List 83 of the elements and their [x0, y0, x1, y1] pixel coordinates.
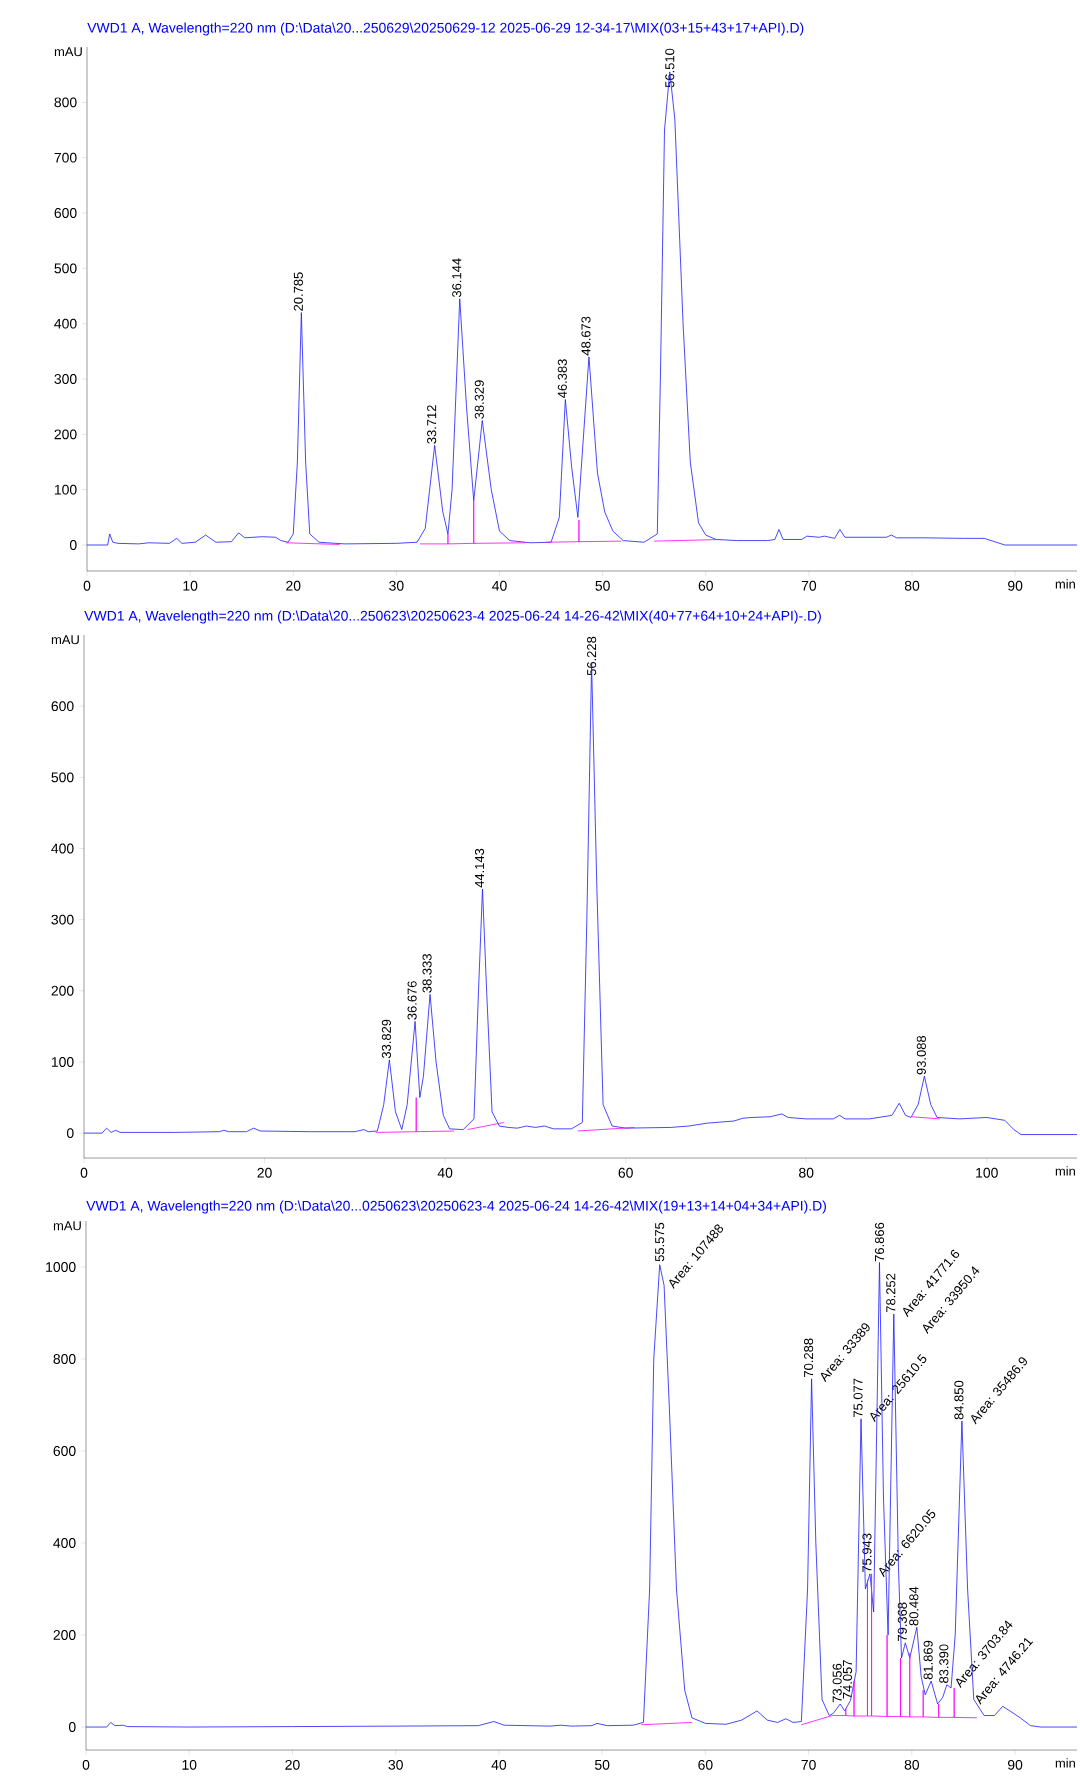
- y-tick-label: 600: [51, 701, 74, 712]
- x-tick-label: 0: [80, 1167, 88, 1178]
- y-axis-title: mAU: [51, 635, 79, 645]
- x-tick-label: 60: [698, 1759, 713, 1770]
- annotation: 38.333: [422, 954, 432, 993]
- annotation: 55.575: [655, 1222, 665, 1262]
- annotation: 36.676: [407, 981, 417, 1020]
- annotation: 33.712: [427, 405, 437, 444]
- y-tick-label: 400: [54, 318, 77, 329]
- y-tick-label: 600: [53, 1446, 76, 1456]
- y-tick-label: 800: [53, 1354, 76, 1364]
- annotation: 74.057: [842, 1660, 853, 1699]
- y-tick-label: 800: [54, 97, 77, 108]
- x-tick-label: 50: [595, 580, 610, 591]
- x-tick-label: 90: [1007, 1759, 1023, 1770]
- annotation: 70.288: [803, 1338, 814, 1377]
- chart-title: VWD1 A, Wavelength=220 nm (D:\Data\20...250629\20250629-12 2025-06-29 12-34-17\MIX(03+15+43+17+API).D): [87, 22, 804, 36]
- x-tick-label: 30: [389, 580, 404, 591]
- x-tick-label: 70: [801, 580, 817, 591]
- annotation: 44.143: [474, 848, 485, 888]
- y-tick-label: 0: [66, 1128, 74, 1139]
- annotation: 20.785: [293, 272, 303, 311]
- x-tick-label: 70: [801, 1759, 816, 1770]
- annotation: 46.383: [557, 359, 567, 398]
- y-axis-title: mAU: [54, 47, 82, 57]
- y-tick-label: 500: [54, 263, 77, 274]
- annotation: 73.056: [832, 1663, 842, 1703]
- x-tick-label: 0: [83, 580, 91, 591]
- annotation: 78.252: [886, 1273, 896, 1313]
- chart-title: VWD1 A, Wavelength=220 nm (D:\Data\20...250623\20250623-4 2025-06-24 14-26-42\MIX(40+77+64+10+24+API)-.D): [84, 610, 821, 624]
- y-tick-label: 200: [54, 429, 77, 440]
- x-tick-label: 20: [286, 580, 301, 591]
- x-axis-title: min: [1055, 579, 1075, 589]
- y-tick-label: 300: [51, 914, 74, 925]
- x-tick-label: 30: [388, 1759, 403, 1770]
- x-tick-label: 0: [82, 1759, 90, 1770]
- annotation: 84.850: [954, 1380, 964, 1420]
- annotation: 81.869: [923, 1640, 933, 1680]
- y-tick-label: 400: [53, 1538, 76, 1548]
- y-tick-label: 600: [54, 208, 77, 218]
- annotation: 83.390: [939, 1644, 949, 1683]
- x-tick-label: 40: [491, 1759, 507, 1770]
- x-tick-label: 100: [976, 1167, 998, 1178]
- y-tick-label: 0: [69, 540, 77, 550]
- annotation: 56.510: [665, 48, 675, 88]
- x-tick-label: 10: [182, 1759, 197, 1770]
- annotation: 75.077: [853, 1378, 863, 1417]
- annotation: 79.368: [897, 1602, 907, 1641]
- annotation: 93.088: [916, 1035, 926, 1075]
- y-tick-label: 500: [51, 772, 74, 783]
- annotation: 33.829: [381, 1019, 391, 1059]
- x-tick-label: 60: [698, 580, 713, 591]
- annotation: 48.673: [581, 316, 591, 356]
- x-tick-label: 90: [1008, 580, 1023, 591]
- y-axis-title: mAU: [53, 1221, 81, 1231]
- x-tick-label: 80: [904, 1759, 920, 1770]
- y-tick-label: 100: [51, 1057, 74, 1067]
- x-tick-label: 20: [285, 1759, 300, 1770]
- y-tick-label: 100: [54, 484, 77, 495]
- x-axis-title: min: [1055, 1758, 1075, 1768]
- annotation: 76.866: [874, 1222, 885, 1262]
- annotation: 56.228: [587, 636, 597, 676]
- chart-title: VWD1 A, Wavelength=220 nm (D:\Data\20...0250623\20250623-4 2025-06-24 14-26-42\MIX(19+13+14+04+34+API).D): [86, 1200, 826, 1214]
- x-tick-label: 80: [799, 1167, 814, 1178]
- y-tick-label: 700: [54, 152, 77, 163]
- y-tick-label: 200: [51, 985, 74, 996]
- y-tick-label: 400: [51, 843, 74, 854]
- x-tick-label: 60: [618, 1167, 633, 1178]
- y-tick-label: 0: [68, 1722, 76, 1732]
- x-axis-title: min: [1055, 1166, 1075, 1176]
- x-tick-label: 50: [594, 1759, 610, 1770]
- x-tick-label: 40: [492, 580, 507, 591]
- annotation: 80.484: [909, 1586, 919, 1626]
- y-tick-label: 1000: [46, 1262, 76, 1272]
- x-tick-label: 20: [257, 1167, 272, 1178]
- x-tick-label: 40: [437, 1167, 453, 1178]
- annotation: 75.943: [862, 1533, 872, 1572]
- x-tick-label: 10: [183, 580, 198, 591]
- x-tick-label: 80: [904, 580, 920, 591]
- y-tick-label: 300: [54, 374, 77, 384]
- annotation: 38.329: [474, 380, 484, 419]
- y-tick-label: 200: [53, 1630, 76, 1640]
- annotation: 36.144: [452, 258, 462, 298]
